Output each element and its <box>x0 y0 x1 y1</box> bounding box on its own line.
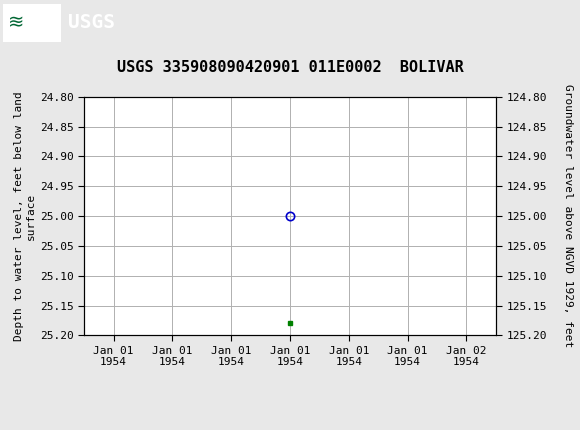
Y-axis label: Depth to water level, feet below land
surface: Depth to water level, feet below land su… <box>14 91 36 341</box>
Y-axis label: Groundwater level above NGVD 1929, feet: Groundwater level above NGVD 1929, feet <box>564 84 574 348</box>
Text: ≋: ≋ <box>8 13 24 32</box>
FancyBboxPatch shape <box>3 3 61 42</box>
Text: USGS: USGS <box>68 13 115 32</box>
Text: USGS 335908090420901 011E0002  BOLIVAR: USGS 335908090420901 011E0002 BOLIVAR <box>117 60 463 75</box>
